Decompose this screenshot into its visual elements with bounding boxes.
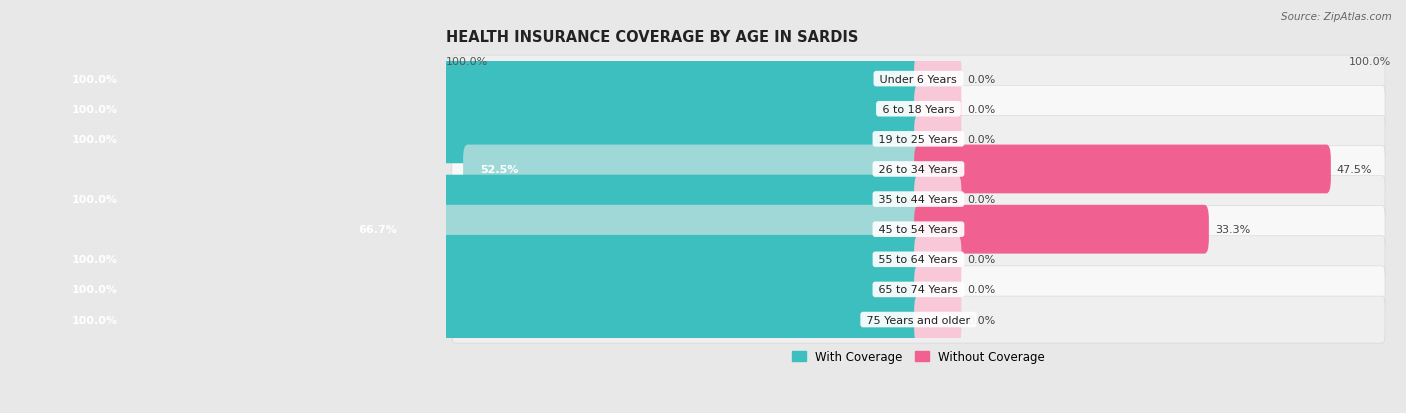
Legend: With Coverage, Without Coverage: With Coverage, Without Coverage — [787, 345, 1050, 368]
Text: 0.0%: 0.0% — [967, 285, 995, 295]
FancyBboxPatch shape — [55, 235, 922, 284]
Text: 0.0%: 0.0% — [967, 74, 995, 84]
FancyBboxPatch shape — [914, 175, 962, 224]
FancyBboxPatch shape — [914, 145, 1331, 194]
FancyBboxPatch shape — [451, 206, 1385, 253]
Text: 35 to 44 Years: 35 to 44 Years — [876, 195, 962, 204]
Text: 45 to 54 Years: 45 to 54 Years — [876, 225, 962, 235]
Text: Under 6 Years: Under 6 Years — [876, 74, 960, 84]
Text: 33.3%: 33.3% — [1215, 225, 1250, 235]
Text: 100.0%: 100.0% — [72, 74, 118, 84]
Text: 100.0%: 100.0% — [72, 135, 118, 145]
Text: 100.0%: 100.0% — [1348, 57, 1391, 67]
Text: 65 to 74 Years: 65 to 74 Years — [876, 285, 962, 295]
Text: 100.0%: 100.0% — [72, 104, 118, 114]
Text: 100.0%: 100.0% — [72, 195, 118, 204]
FancyBboxPatch shape — [342, 205, 922, 254]
Text: 75 Years and older: 75 Years and older — [863, 315, 974, 325]
Text: 100.0%: 100.0% — [72, 315, 118, 325]
FancyBboxPatch shape — [451, 116, 1385, 163]
FancyBboxPatch shape — [451, 176, 1385, 223]
Text: 47.5%: 47.5% — [1337, 164, 1372, 175]
FancyBboxPatch shape — [914, 235, 962, 284]
Text: 6 to 18 Years: 6 to 18 Years — [879, 104, 957, 114]
Text: 26 to 34 Years: 26 to 34 Years — [876, 164, 962, 175]
Text: 55 to 64 Years: 55 to 64 Years — [876, 255, 962, 265]
FancyBboxPatch shape — [914, 205, 1209, 254]
FancyBboxPatch shape — [55, 266, 922, 314]
FancyBboxPatch shape — [451, 297, 1385, 343]
Text: 100.0%: 100.0% — [72, 285, 118, 295]
FancyBboxPatch shape — [451, 56, 1385, 103]
FancyBboxPatch shape — [914, 295, 962, 344]
FancyBboxPatch shape — [914, 115, 962, 164]
Text: HEALTH INSURANCE COVERAGE BY AGE IN SARDIS: HEALTH INSURANCE COVERAGE BY AGE IN SARD… — [446, 30, 858, 45]
FancyBboxPatch shape — [914, 85, 962, 134]
Text: 100.0%: 100.0% — [446, 57, 488, 67]
FancyBboxPatch shape — [55, 175, 922, 224]
FancyBboxPatch shape — [55, 115, 922, 164]
FancyBboxPatch shape — [451, 146, 1385, 193]
Text: 66.7%: 66.7% — [359, 225, 396, 235]
Text: 0.0%: 0.0% — [967, 195, 995, 204]
Text: 0.0%: 0.0% — [967, 135, 995, 145]
FancyBboxPatch shape — [914, 55, 962, 104]
FancyBboxPatch shape — [55, 295, 922, 344]
Text: 19 to 25 Years: 19 to 25 Years — [876, 135, 962, 145]
Text: 0.0%: 0.0% — [967, 255, 995, 265]
FancyBboxPatch shape — [451, 236, 1385, 283]
FancyBboxPatch shape — [451, 86, 1385, 133]
FancyBboxPatch shape — [451, 266, 1385, 313]
Text: 100.0%: 100.0% — [72, 255, 118, 265]
Text: 52.5%: 52.5% — [481, 164, 519, 175]
FancyBboxPatch shape — [55, 85, 922, 134]
Text: Source: ZipAtlas.com: Source: ZipAtlas.com — [1281, 12, 1392, 22]
FancyBboxPatch shape — [55, 55, 922, 104]
Text: 0.0%: 0.0% — [967, 315, 995, 325]
FancyBboxPatch shape — [914, 266, 962, 314]
FancyBboxPatch shape — [463, 145, 922, 194]
Text: 0.0%: 0.0% — [967, 104, 995, 114]
